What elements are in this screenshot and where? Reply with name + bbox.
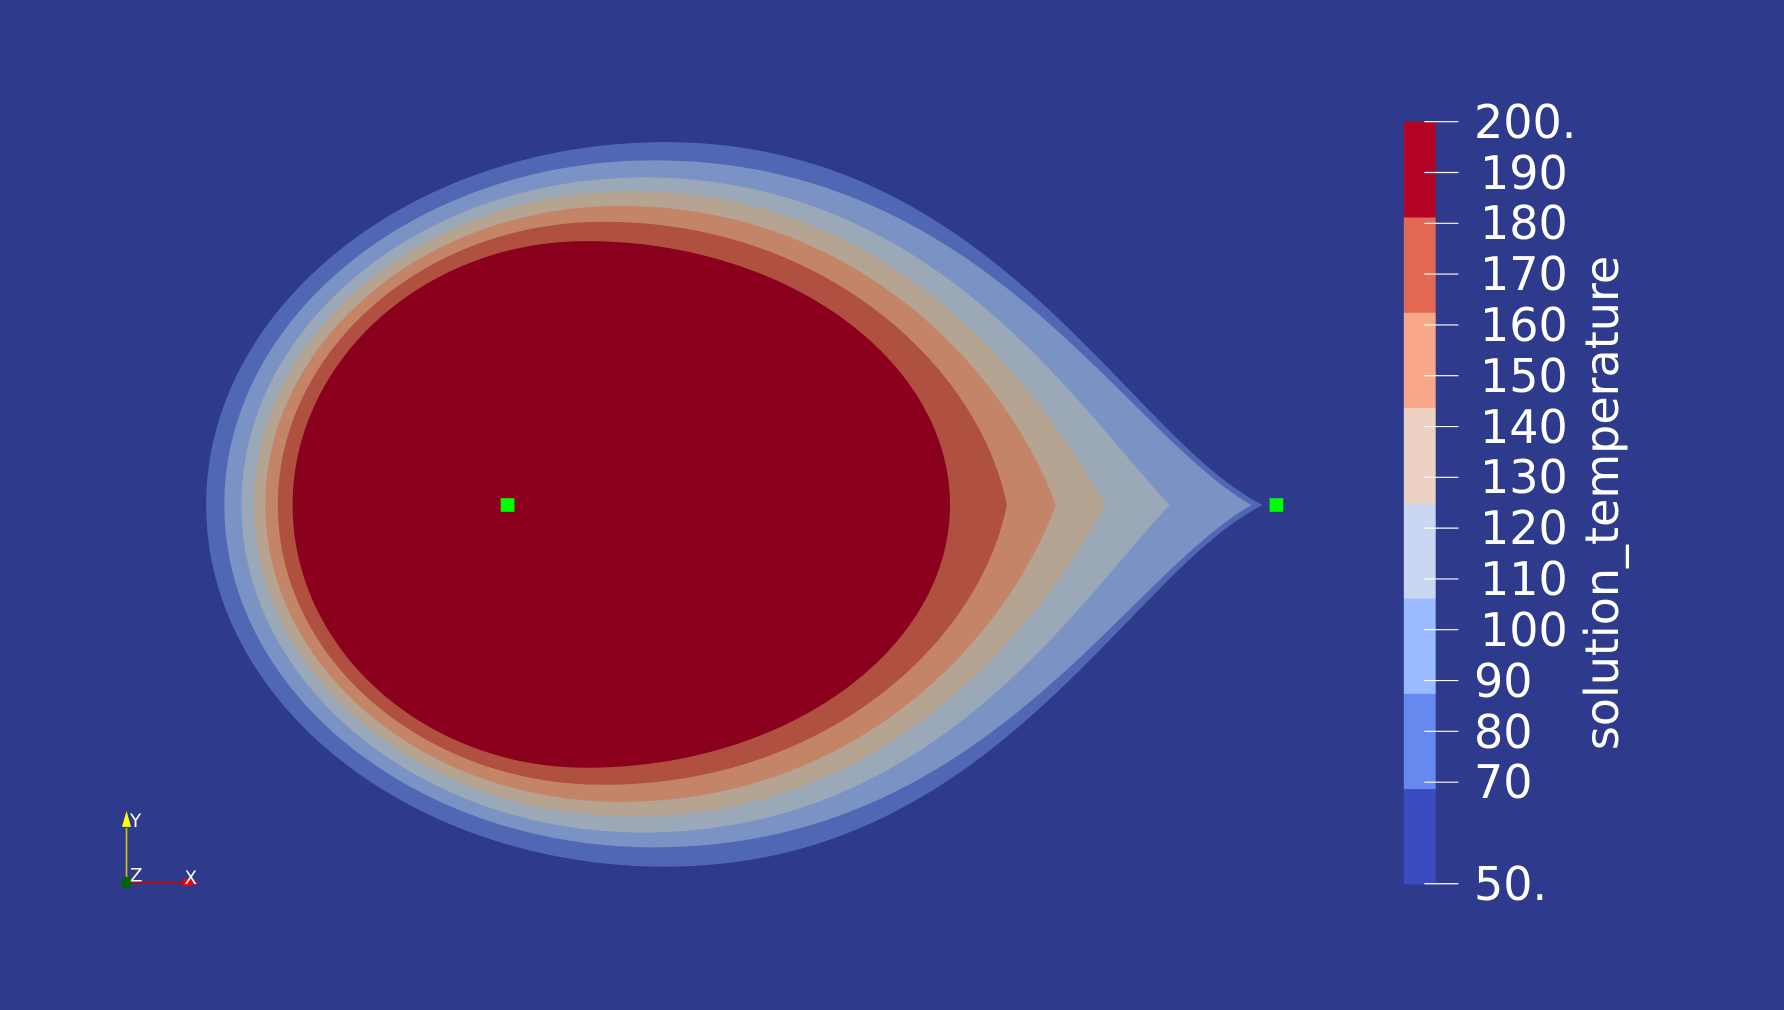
colorbar-tick-label: 120: [1480, 501, 1568, 556]
colorbar-band: [1403, 788, 1436, 885]
colorbar-title: solution_temperature: [1575, 255, 1629, 751]
colorbar-tick-label: 140: [1480, 399, 1568, 454]
z-axis-dot-icon: [120, 876, 133, 889]
colorbar-tick-label: 90: [1474, 653, 1533, 708]
colorbar-tick-label: 150: [1480, 348, 1568, 403]
colorbar-band: [1403, 502, 1436, 599]
colorbar-tick-label: 130: [1480, 450, 1568, 505]
colorbar-tick-label: 200.: [1474, 94, 1577, 149]
colorbar-tick-label: 190: [1480, 145, 1568, 200]
colorbar: [1403, 121, 1459, 885]
contour-band-6: [292, 241, 951, 768]
colorbar-band: [1403, 407, 1436, 504]
colorbar-tick-label: 50.: [1474, 857, 1548, 912]
contour-layers: [206, 142, 1263, 867]
probe-marker-center[interactable]: [500, 498, 515, 512]
z-axis-label: Z: [130, 865, 142, 886]
axes-triad: Y Z X: [120, 810, 200, 889]
x-axis-arrow-icon: [183, 878, 200, 888]
probe-marker-tip[interactable]: [1269, 498, 1284, 512]
colorbar-tick-label: 180: [1480, 196, 1568, 251]
colorbar-tick-label: 100: [1480, 602, 1568, 657]
colorbar-tick-label: 160: [1480, 298, 1568, 353]
colorbar-band: [1403, 597, 1436, 694]
colorbar-band: [1403, 693, 1436, 790]
colorbar-tick-label: 80: [1474, 704, 1533, 759]
colorbar-band: [1403, 216, 1436, 313]
colorbar-band: [1403, 312, 1436, 409]
y-axis-arrow-icon: [121, 810, 132, 827]
colorbar-band: [1403, 121, 1436, 218]
colorbar-tick-label: 70: [1474, 755, 1533, 810]
y-axis-label: Y: [129, 811, 142, 832]
colorbar-tick-label: 170: [1480, 247, 1568, 302]
colorbar-tick-label: 110: [1480, 552, 1568, 607]
x-axis-label: X: [185, 868, 197, 889]
